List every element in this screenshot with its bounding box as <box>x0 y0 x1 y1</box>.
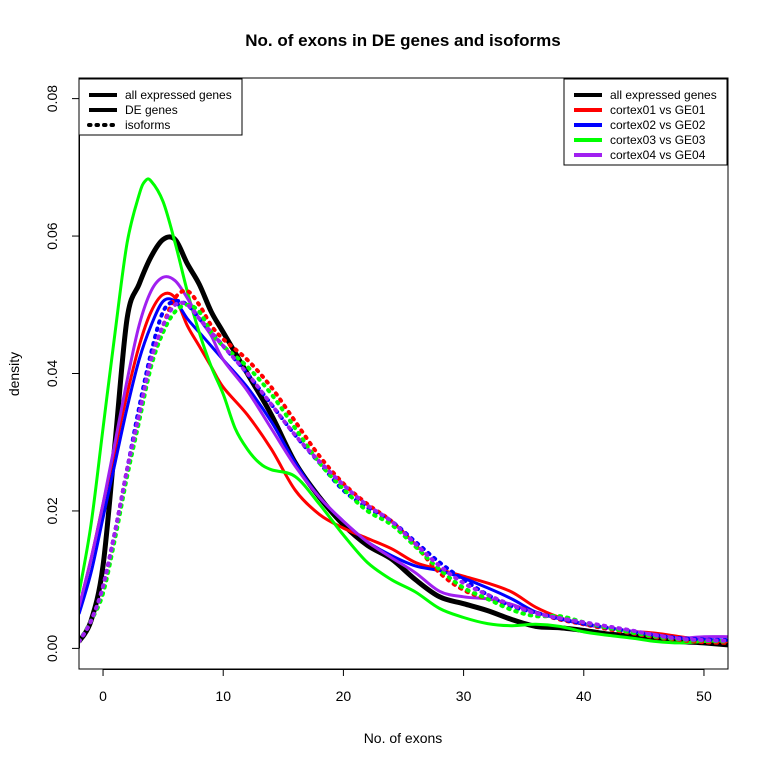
x-tick-label: 0 <box>99 688 107 704</box>
legend-label-all-expressed-genes: all expressed genes <box>125 88 232 102</box>
y-tick-label: 0.06 <box>44 222 60 249</box>
series-layer <box>79 177 728 648</box>
legend-label-cortex01-vs-ge01: cortex01 vs GE01 <box>610 103 706 117</box>
legend-label-cortex04-vs-ge04: cortex04 vs GE04 <box>610 148 706 162</box>
x-tick-label: 40 <box>576 688 592 704</box>
legend-label-cortex03-vs-ge03: cortex03 vs GE03 <box>610 133 706 147</box>
legend-label-all-expressed-genes: all expressed genes <box>610 88 717 102</box>
x-tick-label: 30 <box>456 688 472 704</box>
y-tick-label: 0.02 <box>44 497 60 524</box>
legend-label-isoforms: isoforms <box>125 118 170 132</box>
y-axis-label: density <box>6 352 22 396</box>
x-axis-label: No. of exons <box>364 730 443 746</box>
series-line-cortex03-vs-ge03 <box>79 177 728 645</box>
y-tick-label: 0.00 <box>44 635 60 662</box>
legend-label-cortex02-vs-ge02: cortex02 vs GE02 <box>610 118 706 132</box>
y-tick-label: 0.04 <box>44 360 60 387</box>
legend-label-de-genes: DE genes <box>125 103 178 117</box>
y-tick-label: 0.08 <box>44 85 60 112</box>
x-tick-label: 10 <box>215 688 231 704</box>
plot-frame <box>78 77 729 670</box>
chart-title: No. of exons in DE genes and isoforms <box>245 31 561 50</box>
x-tick-label: 50 <box>696 688 712 704</box>
series-line-cortex04-isoforms <box>79 300 728 644</box>
x-tick-label: 20 <box>336 688 352 704</box>
